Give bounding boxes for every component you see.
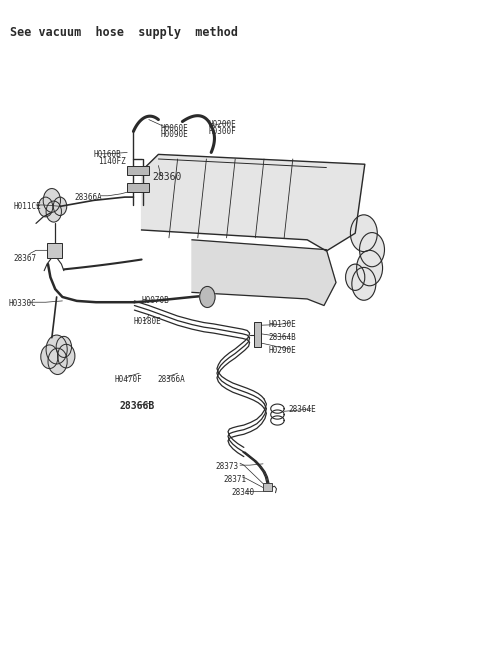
Text: 28366A: 28366A — [157, 375, 185, 384]
Text: H0330C: H0330C — [9, 299, 36, 308]
Circle shape — [346, 264, 365, 290]
Text: H0180E: H0180E — [133, 317, 161, 327]
Circle shape — [58, 344, 75, 368]
Polygon shape — [192, 240, 336, 306]
FancyBboxPatch shape — [47, 243, 62, 258]
Text: 28366A: 28366A — [74, 193, 102, 202]
Text: H0070B: H0070B — [142, 296, 169, 306]
Circle shape — [352, 267, 376, 300]
Polygon shape — [142, 154, 365, 251]
Text: H0290E: H0290E — [269, 346, 297, 355]
Text: H0470F: H0470F — [114, 375, 142, 384]
Text: H0300F: H0300F — [209, 127, 237, 136]
Circle shape — [53, 197, 67, 215]
Text: H011CE: H011CE — [13, 202, 41, 212]
Text: 28360: 28360 — [153, 172, 182, 183]
FancyBboxPatch shape — [127, 183, 149, 192]
Circle shape — [357, 250, 383, 286]
Text: 28364E: 28364E — [288, 405, 316, 415]
FancyBboxPatch shape — [254, 322, 261, 347]
Text: H0060E: H0060E — [161, 124, 189, 133]
Text: H0090E: H0090E — [161, 130, 189, 139]
Circle shape — [56, 336, 72, 357]
Text: 28367: 28367 — [13, 254, 36, 263]
Circle shape — [48, 348, 67, 374]
Text: H0200E: H0200E — [209, 120, 237, 129]
Circle shape — [46, 201, 61, 222]
Text: H0160B: H0160B — [94, 150, 121, 159]
Text: 28371: 28371 — [223, 475, 246, 484]
Circle shape — [43, 189, 60, 212]
Circle shape — [46, 335, 67, 364]
Text: H0130E: H0130E — [269, 320, 297, 329]
Circle shape — [200, 286, 215, 307]
Text: 28366B: 28366B — [119, 401, 154, 411]
Text: See vacuum  hose  supply  method: See vacuum hose supply method — [10, 26, 238, 39]
Text: 28340: 28340 — [231, 488, 254, 497]
Circle shape — [38, 197, 53, 217]
Circle shape — [350, 215, 377, 252]
Circle shape — [41, 345, 58, 369]
FancyBboxPatch shape — [263, 483, 272, 491]
Circle shape — [360, 233, 384, 267]
Text: 28373: 28373 — [215, 462, 238, 471]
FancyBboxPatch shape — [127, 166, 149, 175]
Text: 28364B: 28364B — [269, 333, 297, 342]
Text: 1140FZ: 1140FZ — [98, 157, 126, 166]
